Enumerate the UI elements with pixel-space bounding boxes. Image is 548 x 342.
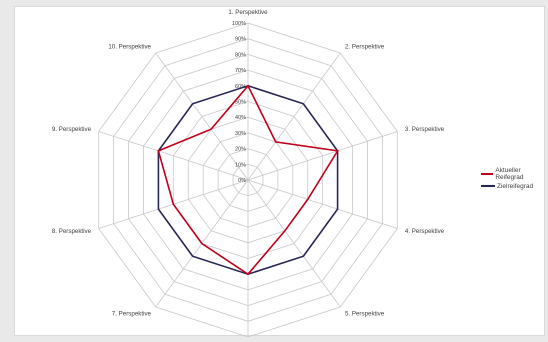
category-label: 3. Perspektive	[405, 126, 445, 133]
legend-label-zielreifegrad: Zielreifegrad	[497, 182, 534, 190]
category-label: 1. Perspektive	[228, 9, 268, 16]
tick-label: 60%	[235, 84, 246, 90]
tick-label: 70%	[235, 68, 246, 74]
grid-spoke	[247, 52, 341, 181]
radar-chart: 0% 10% 20% 30% 40% 50% 60% 70% 80% 90% 100% 1. Pers…	[52, 9, 445, 337]
grid-spoke	[247, 131, 398, 181]
legend-item-zielreifegrad: Zielreifegrad	[481, 180, 544, 192]
legend-swatch-zielreifegrad	[481, 185, 495, 187]
tick-label: 20%	[235, 147, 246, 153]
tick-label: 40%	[235, 115, 246, 121]
tick-label: 30%	[235, 131, 246, 137]
legend: Aktueller Reifegrad Zielreifegrad	[481, 167, 544, 192]
category-label: 4. Perspektive	[405, 228, 445, 235]
category-label: 9. Perspektive	[52, 126, 92, 133]
grid-spoke	[155, 52, 249, 181]
category-label: 8. Perspektive	[52, 228, 92, 235]
tick-label: 0%	[238, 178, 246, 184]
grid-spoke	[98, 131, 249, 181]
grid-ring	[98, 22, 398, 337]
chart-area: 0% 10% 20% 30% 40% 50% 60% 70% 80% 90% 100% 1. Pers…	[14, 6, 545, 337]
tick-label: 80%	[235, 52, 246, 58]
grid-spoke	[247, 179, 341, 308]
category-label: 7. Perspektive	[112, 310, 152, 317]
tick-label: 10%	[235, 162, 246, 168]
legend-label-aktueller-reifegrad: Aktueller Reifegrad	[495, 167, 524, 181]
category-label: 5. Perspektive	[345, 310, 385, 317]
legend-swatch-aktueller-reifegrad	[481, 173, 494, 175]
series-line-aktueller-reifegrad	[157, 84, 339, 276]
category-label: 2. Perspektive	[345, 44, 385, 51]
tick-label: 100%	[232, 21, 246, 27]
legend-item-aktueller-reifegrad: Aktueller Reifegrad	[481, 167, 544, 181]
grid-spoke	[247, 179, 398, 229]
category-label: 10. Perspektive	[108, 44, 151, 51]
tick-label: 90%	[235, 37, 246, 43]
tick-label: 50%	[235, 100, 246, 106]
